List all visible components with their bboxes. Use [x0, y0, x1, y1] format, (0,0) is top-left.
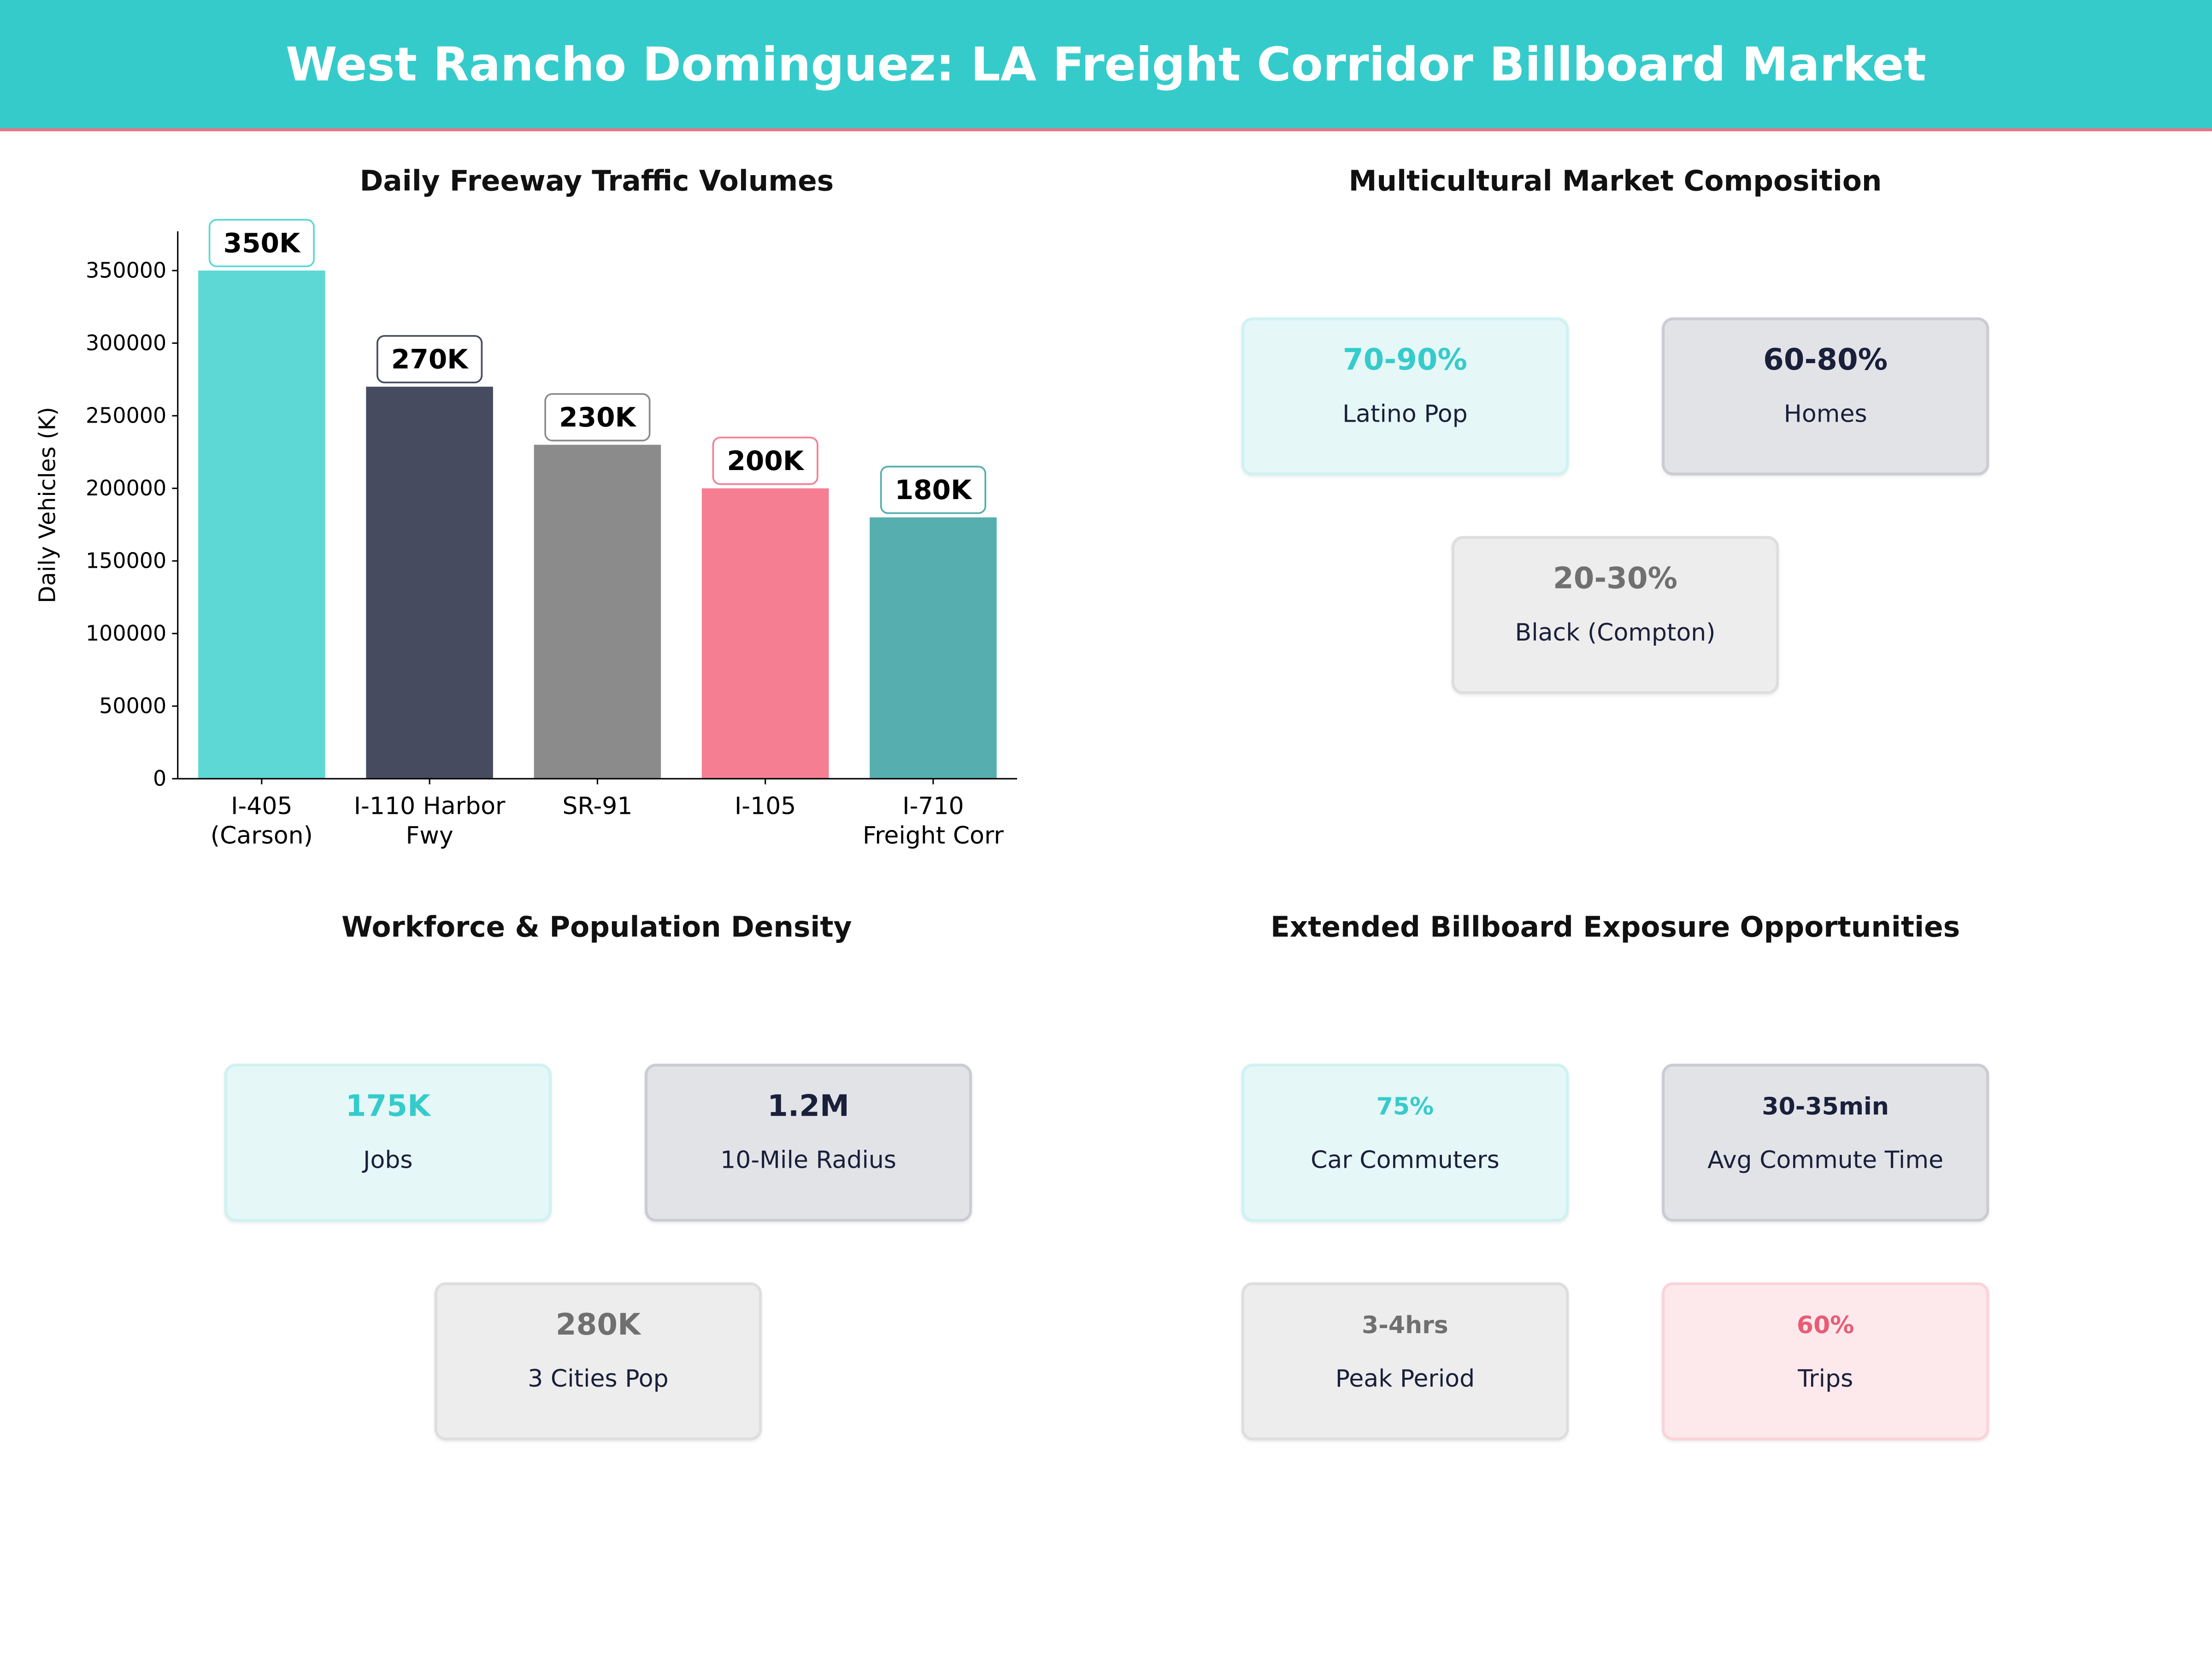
stat-card-cities: 280K 3 Cities Pop — [434, 1282, 762, 1441]
page-title: West Rancho Dominguez: LA Freight Corrid… — [286, 36, 1926, 92]
y-tick-label: 300000 — [86, 330, 166, 355]
workforce-panel-title: Workforce & Population Density — [341, 910, 852, 944]
stat-value: 60% — [1796, 1312, 1854, 1341]
bar — [870, 517, 997, 779]
stat-value: 70-90% — [1342, 342, 1467, 377]
stat-card-peak-period: 3-4hrs Peak Period — [1241, 1282, 1569, 1441]
y-tick-label: 150000 — [86, 548, 166, 573]
traffic-chart-title: Daily Freeway Traffic Volumes — [359, 164, 834, 198]
stat-label: Trips — [1798, 1365, 1853, 1394]
stat-value: 30-35min — [1762, 1093, 1889, 1122]
stat-value: 175K — [345, 1089, 430, 1123]
data-label-box — [208, 219, 315, 267]
y-axis-label: Daily Vehicles (K) — [34, 407, 60, 603]
stat-label: Black (Compton) — [1515, 619, 1716, 648]
x-tick-label: (Carson) — [211, 822, 313, 850]
header-banner: West Rancho Dominguez: LA Freight Corrid… — [0, 0, 2212, 131]
y-tick-label: 100000 — [86, 621, 166, 646]
bar — [534, 445, 661, 779]
x-tick-label: SR-91 — [562, 792, 632, 820]
stat-value: 60-80% — [1763, 342, 1888, 377]
y-tick-label: 50000 — [99, 694, 166, 718]
stat-card-trips: 60% Trips — [1662, 1282, 1989, 1441]
stat-card-black: 20-30% Black (Compton) — [1451, 536, 1779, 694]
data-label-box — [377, 335, 483, 383]
data-label-box — [544, 393, 651, 441]
data-label: 200K — [727, 445, 804, 477]
y-tick-label: 350000 — [86, 258, 166, 282]
x-tick-label: Freight Corr — [863, 822, 1004, 850]
x-tick-label: I-110 Harbor — [354, 792, 506, 820]
y-tick-label: 250000 — [86, 403, 166, 428]
stat-card-latino: 70-90% Latino Pop — [1241, 317, 1569, 476]
bar — [701, 488, 829, 779]
data-label: 350K — [224, 227, 301, 259]
stat-value: 3-4hrs — [1362, 1312, 1448, 1341]
stat-value: 75% — [1376, 1093, 1434, 1122]
stat-label: Peak Period — [1335, 1365, 1475, 1394]
exposure-panel-title: Extended Billboard Exposure Opportunitie… — [1270, 910, 1960, 944]
bar — [198, 271, 325, 779]
stat-value: 1.2M — [767, 1089, 849, 1123]
stat-card-radius: 1.2M 10-Mile Radius — [644, 1064, 972, 1222]
data-label: 180K — [895, 474, 972, 506]
stat-value: 280K — [555, 1307, 641, 1342]
stat-label: 3 Cities Pop — [528, 1365, 669, 1394]
bar — [366, 387, 493, 779]
y-tick-label: 200000 — [86, 476, 166, 500]
stat-label: Latino Pop — [1342, 400, 1468, 429]
stat-label: Homes — [1783, 400, 1867, 429]
stat-label: 10-Mile Radius — [720, 1147, 897, 1175]
stat-card-jobs: 175K Jobs — [224, 1064, 552, 1222]
y-tick-label: 0 — [153, 766, 166, 791]
data-label: 230K — [559, 401, 636, 433]
stat-card-homes: 60-80% Homes — [1662, 317, 1989, 476]
market-panel-title: Multicultural Market Composition — [1348, 164, 1882, 198]
stat-label: Jobs — [363, 1147, 413, 1175]
stat-label: Car Commuters — [1311, 1147, 1500, 1175]
stat-value: 20-30% — [1553, 561, 1678, 595]
data-label-box — [712, 436, 818, 485]
x-tick-label: I-405 — [231, 792, 292, 820]
x-tick-label: I-710 — [902, 792, 964, 820]
stat-label: Avg Commute Time — [1707, 1147, 1944, 1175]
stat-card-commute-time: 30-35min Avg Commute Time — [1662, 1064, 1989, 1222]
x-tick-label: I-105 — [735, 792, 796, 820]
data-label: 270K — [391, 343, 469, 375]
x-tick-label: Fwy — [406, 822, 453, 850]
stat-card-car-commuters: 75% Car Commuters — [1241, 1064, 1569, 1222]
data-label-box — [880, 465, 987, 514]
